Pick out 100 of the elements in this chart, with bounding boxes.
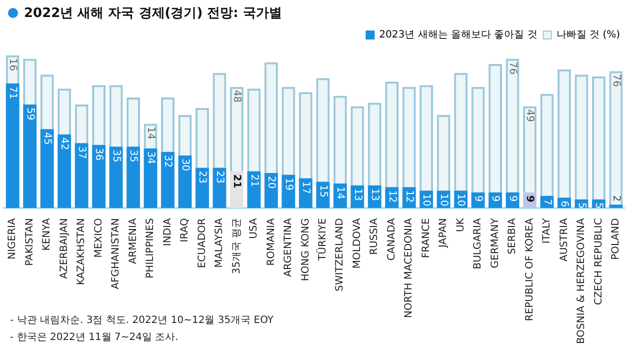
x-tick-label: MALAYSIA bbox=[214, 218, 226, 268]
data-label: 7 bbox=[541, 198, 552, 206]
bar bbox=[212, 72, 226, 168]
data-label: 10 bbox=[455, 194, 466, 206]
bar bbox=[350, 106, 364, 186]
data-label: 23 bbox=[196, 170, 208, 184]
data-label: 34 bbox=[144, 151, 156, 164]
data-label: 9 bbox=[490, 195, 501, 202]
bar bbox=[558, 69, 571, 198]
data-label: 36 bbox=[93, 148, 104, 161]
x-tick-label: PAKISTAN bbox=[24, 218, 36, 266]
x-tick-label: TÜRKIYE bbox=[315, 218, 328, 262]
data-label: 10 bbox=[420, 194, 432, 206]
x-tick-label: SERBIA bbox=[507, 218, 518, 254]
bar bbox=[609, 204, 623, 208]
data-label: 49 bbox=[524, 109, 536, 122]
data-label: 17 bbox=[300, 181, 312, 194]
data-label: 16 bbox=[7, 58, 18, 72]
data-label: 76 bbox=[506, 62, 518, 75]
bar bbox=[40, 74, 54, 130]
text: - 한국은 2022년 11월 7~24일 조사. bbox=[10, 331, 180, 345]
x-tick-label: USA bbox=[248, 218, 260, 239]
x-tick-label: GERMANY bbox=[490, 217, 501, 268]
data-label: 45 bbox=[42, 132, 52, 145]
x-tick-label: MEXICO bbox=[93, 218, 104, 258]
x-tick-label: INDIA bbox=[162, 218, 174, 246]
data-label: 30 bbox=[179, 158, 190, 172]
x-tick-label: BULGARIA bbox=[472, 218, 484, 270]
data-label: 9 bbox=[506, 195, 518, 202]
bar bbox=[333, 96, 347, 184]
bar bbox=[282, 86, 296, 175]
data-label: 37 bbox=[76, 146, 87, 159]
bar bbox=[540, 94, 554, 196]
data-label: 35 bbox=[128, 150, 139, 162]
data-label: 10 bbox=[438, 194, 449, 206]
data-label: 5 bbox=[593, 202, 604, 209]
data-label: 19 bbox=[282, 178, 294, 191]
x-tick-label: BOSNIA & HERZEGOVINA bbox=[576, 218, 588, 344]
data-label: 71 bbox=[7, 86, 18, 100]
x-tick-label: ITALY bbox=[542, 217, 553, 244]
data-label: 13 bbox=[369, 188, 380, 202]
x-tick-label: 35개국 평균 bbox=[231, 218, 242, 274]
x-tick-label: JAPAN bbox=[438, 218, 450, 248]
x-tick-label: NIGERIA bbox=[7, 218, 18, 260]
bar bbox=[247, 88, 261, 172]
data-label: 48 bbox=[231, 90, 242, 103]
bar bbox=[230, 86, 244, 172]
x-tick-label: FRANCE bbox=[420, 218, 432, 258]
bar bbox=[385, 82, 399, 188]
x-tick-label: ARMENIA bbox=[128, 218, 139, 264]
x-tick-label: MOLDOVA bbox=[352, 218, 363, 269]
x-tick-label: AUSTRIA bbox=[558, 218, 570, 262]
bar bbox=[298, 92, 312, 178]
legend-label: 나빠질 것 (%) bbox=[556, 30, 620, 41]
x-tick-label: NORTH MACEDONIA bbox=[404, 218, 415, 318]
x-tick-label: KENYA bbox=[42, 218, 53, 251]
bar bbox=[23, 58, 37, 104]
x-tick-label: CANADA bbox=[386, 218, 398, 261]
bar bbox=[161, 97, 174, 152]
bar bbox=[178, 115, 192, 156]
data-label: 6 bbox=[558, 200, 570, 207]
data-label: 13 bbox=[352, 188, 363, 202]
data-label: 21 bbox=[231, 174, 242, 188]
bar bbox=[471, 86, 485, 192]
data-label: 15 bbox=[317, 184, 328, 198]
bar bbox=[196, 108, 209, 168]
data-label: 21 bbox=[248, 174, 260, 187]
bar bbox=[74, 104, 88, 144]
x-tick-label: KAZAKHSTAN bbox=[76, 218, 88, 286]
x-tick-label: ROMANIA bbox=[266, 218, 277, 266]
chart-title: 2022년 새해 자국 경제(경기) 전망: 국가별 bbox=[24, 5, 282, 22]
data-label: 23 bbox=[214, 170, 225, 184]
x-tick-label: RUSSIA bbox=[369, 218, 380, 255]
x-tick-label: ECUADOR bbox=[196, 218, 208, 268]
x-tick-label: CZECH REPUBLIC bbox=[593, 218, 604, 305]
x-tick-label: ARGENTINA bbox=[283, 218, 294, 277]
data-label: 14 bbox=[144, 126, 156, 140]
data-label: 9 bbox=[472, 195, 484, 202]
data-label: 32 bbox=[162, 154, 174, 168]
x-tick-label: PHILIPPINES bbox=[145, 218, 156, 278]
x-tick-label: AFGHANISTAN bbox=[110, 218, 122, 290]
bar bbox=[436, 115, 450, 191]
text: - 낙관 내림차순. 3점 척도. 2022년 10~12월 35개국 EOY bbox=[10, 314, 274, 328]
bar bbox=[58, 88, 72, 134]
x-tick-label: REPUBLIC OF KOREA bbox=[524, 218, 536, 322]
data-label: 20 bbox=[266, 176, 277, 189]
bar bbox=[506, 58, 520, 192]
data-label: 76 bbox=[610, 74, 622, 87]
data-label: 14 bbox=[334, 186, 346, 200]
bar bbox=[420, 85, 434, 191]
bar bbox=[92, 85, 106, 145]
bar bbox=[368, 102, 382, 186]
x-tick-label: IRAQ bbox=[180, 218, 191, 242]
x-tick-label: HONG KONG bbox=[300, 218, 312, 282]
x-tick-label: AZERBAIJAN bbox=[58, 218, 70, 279]
x-tick-label: SWITZERLAND bbox=[334, 218, 346, 292]
data-label: 2 bbox=[610, 195, 622, 202]
bar bbox=[592, 76, 606, 200]
bar bbox=[126, 97, 140, 147]
data-label: 59 bbox=[24, 107, 36, 120]
